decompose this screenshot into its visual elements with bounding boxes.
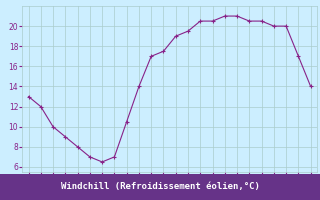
Text: Windchill (Refroidissement éolien,°C): Windchill (Refroidissement éolien,°C) xyxy=(60,182,260,192)
